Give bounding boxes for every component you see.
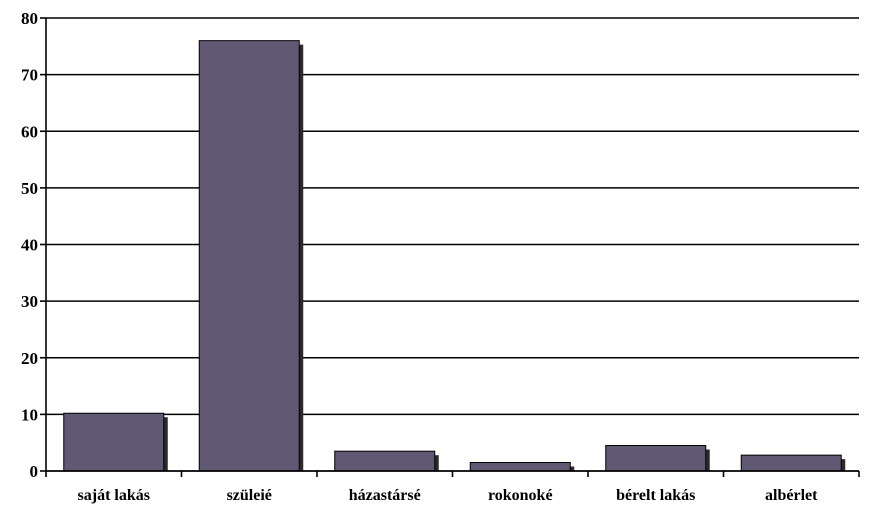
x-tick-label: rokonoké: [488, 487, 553, 504]
y-tick-label: 50: [21, 179, 38, 198]
y-tick-label: 30: [21, 292, 38, 311]
bar: [605, 445, 707, 472]
bar: [63, 412, 165, 472]
bar: [334, 450, 436, 472]
x-tick-label: szüleié: [227, 487, 272, 504]
bars: [63, 40, 846, 472]
y-tick-label: 20: [21, 349, 38, 368]
y-tick-label: 80: [21, 9, 38, 28]
x-tick-label: bérelt lakás: [616, 487, 695, 504]
grid-lines: [46, 17, 859, 416]
bar: [469, 462, 571, 472]
y-tick-label: 0: [30, 462, 39, 481]
y-tick-label: 40: [21, 236, 38, 255]
y-tick-label: 60: [21, 122, 38, 141]
y-axis: [40, 17, 47, 472]
x-tick-labels: saját lakás szüleié házastársé rokonoké bére…: [78, 487, 819, 504]
y-tick-labels: 0 10 20 30 40 50 60 70 80: [21, 9, 38, 481]
x-tick-label: házastársé: [349, 487, 421, 504]
bar: [740, 454, 842, 472]
bar: [198, 40, 300, 472]
y-tick-label: 10: [21, 405, 38, 424]
x-tick-label: albérlet: [765, 487, 818, 504]
x-tick-label: saját lakás: [78, 487, 150, 504]
y-tick-label: 70: [21, 66, 38, 85]
x-axis: [45, 470, 860, 477]
